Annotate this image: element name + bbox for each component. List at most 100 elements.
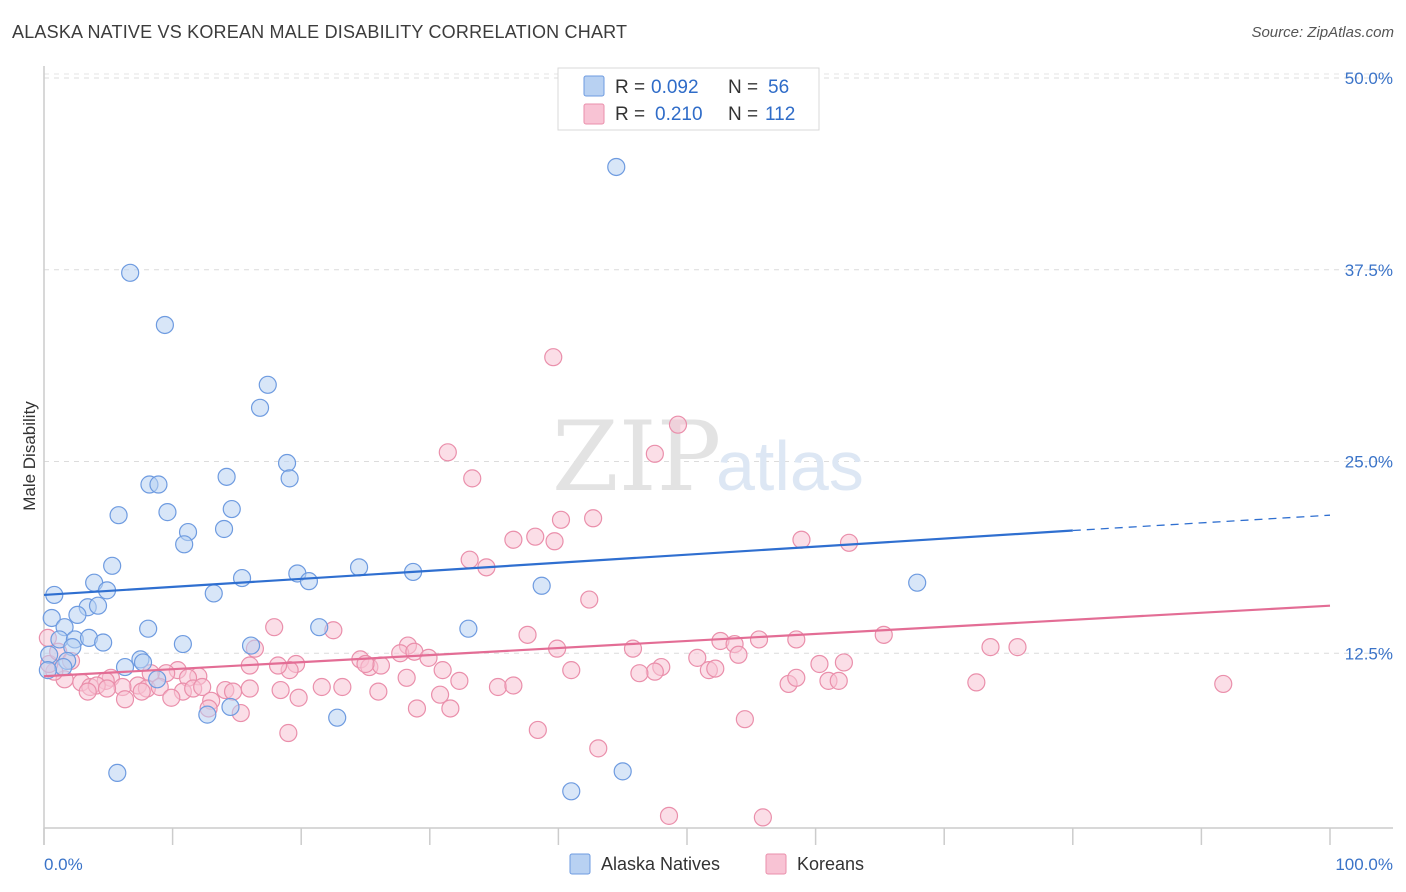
- series-legend-label-alaska-natives: Alaska Natives: [601, 854, 720, 874]
- series-legend: Alaska Natives Koreans: [569, 853, 864, 875]
- legend-r-value-blue: 0.092: [651, 77, 699, 98]
- alaska-natives-point: [68, 605, 87, 625]
- watermark: ZIP atlas: [552, 401, 864, 513]
- legend-n-value-pink: 112: [765, 104, 795, 125]
- y-axis-title: Male Disability: [20, 401, 39, 511]
- koreans-point: [504, 676, 523, 695]
- koreans-point: [289, 688, 308, 707]
- alaska-natives-point: [277, 453, 297, 473]
- alaska-natives-point: [175, 535, 194, 554]
- chart-title: ALASKA NATIVE VS KOREAN MALE DISABILITY …: [12, 22, 628, 42]
- alaska-natives-point: [562, 782, 581, 801]
- alaska-natives-point: [148, 670, 167, 689]
- alaska-natives-point: [204, 584, 223, 603]
- koreans-point: [460, 550, 479, 569]
- koreans-point: [526, 527, 545, 546]
- alaska-natives-point: [299, 572, 319, 591]
- koreans-point: [1214, 674, 1233, 694]
- alaska-natives-point: [103, 556, 122, 575]
- alaska-natives-point: [241, 636, 261, 655]
- koreans-point: [438, 443, 457, 462]
- koreans-point: [544, 348, 563, 367]
- koreans-point: [419, 648, 438, 667]
- koreans-point: [240, 679, 259, 698]
- gridlines: [44, 73, 1393, 654]
- koreans-point: [78, 682, 97, 701]
- alaska-natives-point: [121, 263, 140, 282]
- alaska-natives-point: [198, 705, 217, 724]
- legend-n-label-pink: N =: [728, 104, 758, 125]
- x-tick-label-max: 100.0%: [1335, 855, 1393, 874]
- koreans-point: [115, 690, 135, 709]
- alaska-natives-point: [908, 573, 927, 592]
- koreans-point: [268, 656, 288, 675]
- legend-n-label-blue: N =: [728, 77, 758, 98]
- koreans-point: [735, 710, 754, 729]
- alaska-natives-point: [532, 576, 551, 595]
- legend-swatch-blue: [583, 75, 605, 97]
- alaska-natives-trend-line: [43, 529, 1073, 597]
- koreans-point: [589, 739, 608, 758]
- koreans-point: [333, 677, 352, 697]
- alaska-natives-point: [232, 568, 252, 588]
- koreans-point: [488, 677, 508, 697]
- koreans-point: [371, 656, 391, 675]
- correlation-legend: R = 0.092 N = 56 R = 0.210 N = 112: [557, 67, 820, 131]
- koreans-point: [659, 806, 679, 825]
- alaska-natives-point: [328, 708, 347, 727]
- koreans-point: [551, 510, 571, 529]
- koreans-trend-line: [43, 604, 1331, 678]
- alaska-natives-point: [155, 315, 174, 335]
- alaska-natives-point: [214, 519, 234, 539]
- alaska-natives-point: [258, 375, 277, 394]
- koreans-point: [580, 590, 599, 609]
- alaska-natives-point: [250, 398, 270, 417]
- alaska-natives-point: [217, 467, 236, 486]
- koreans-point: [407, 699, 427, 718]
- koreans-point: [528, 720, 547, 740]
- koreans-point: [753, 808, 772, 827]
- alaska-natives-point: [108, 763, 127, 783]
- alaska-natives-point: [158, 503, 177, 522]
- y-tick-label: 37.5%: [1345, 261, 1393, 280]
- alaska-natives-point: [459, 619, 478, 638]
- alaska-natives-point: [38, 661, 57, 680]
- alaska-natives-point: [139, 619, 158, 638]
- x-axis-ticks: [43, 828, 1331, 845]
- koreans-point: [834, 653, 853, 672]
- koreans-point: [162, 688, 181, 707]
- alaska-natives-point: [133, 653, 153, 672]
- koreans-point: [193, 677, 212, 697]
- koreans-point: [450, 671, 469, 690]
- koreans-point: [630, 664, 649, 683]
- alaska-natives-point: [149, 475, 168, 494]
- koreans-point: [584, 509, 603, 528]
- alaska-natives-point: [280, 469, 299, 488]
- koreans-point: [132, 682, 151, 701]
- legend-r-value-pink: 0.210: [655, 104, 703, 125]
- koreans-point: [787, 668, 806, 687]
- alaska-natives-point: [221, 697, 240, 717]
- koreans-point: [518, 625, 537, 644]
- koreans-point: [829, 671, 848, 690]
- alaska-natives-point: [109, 506, 128, 525]
- koreans-point: [981, 638, 1000, 657]
- y-axis-tick-labels: 12.5% 25.0% 37.5% 50.0%: [1345, 69, 1393, 663]
- trend-lines: [43, 514, 1331, 678]
- legend-r-label-blue: R =: [615, 77, 645, 98]
- y-tick-label: 50.0%: [1345, 69, 1393, 88]
- alaska-natives-point: [42, 608, 61, 628]
- x-tick-label-min: 0.0%: [44, 855, 83, 874]
- koreans-point: [271, 680, 290, 700]
- koreans-point: [545, 532, 564, 551]
- koreans-point: [706, 659, 725, 678]
- koreans-point: [430, 685, 450, 704]
- series-legend-swatch-alaska-natives: [569, 853, 591, 875]
- koreans-point: [787, 630, 806, 649]
- legend-r-label-pink: R =: [615, 104, 645, 125]
- koreans-point: [792, 530, 811, 549]
- koreans-point: [463, 469, 482, 488]
- y-tick-label: 25.0%: [1345, 453, 1393, 472]
- koreans-point: [839, 533, 859, 552]
